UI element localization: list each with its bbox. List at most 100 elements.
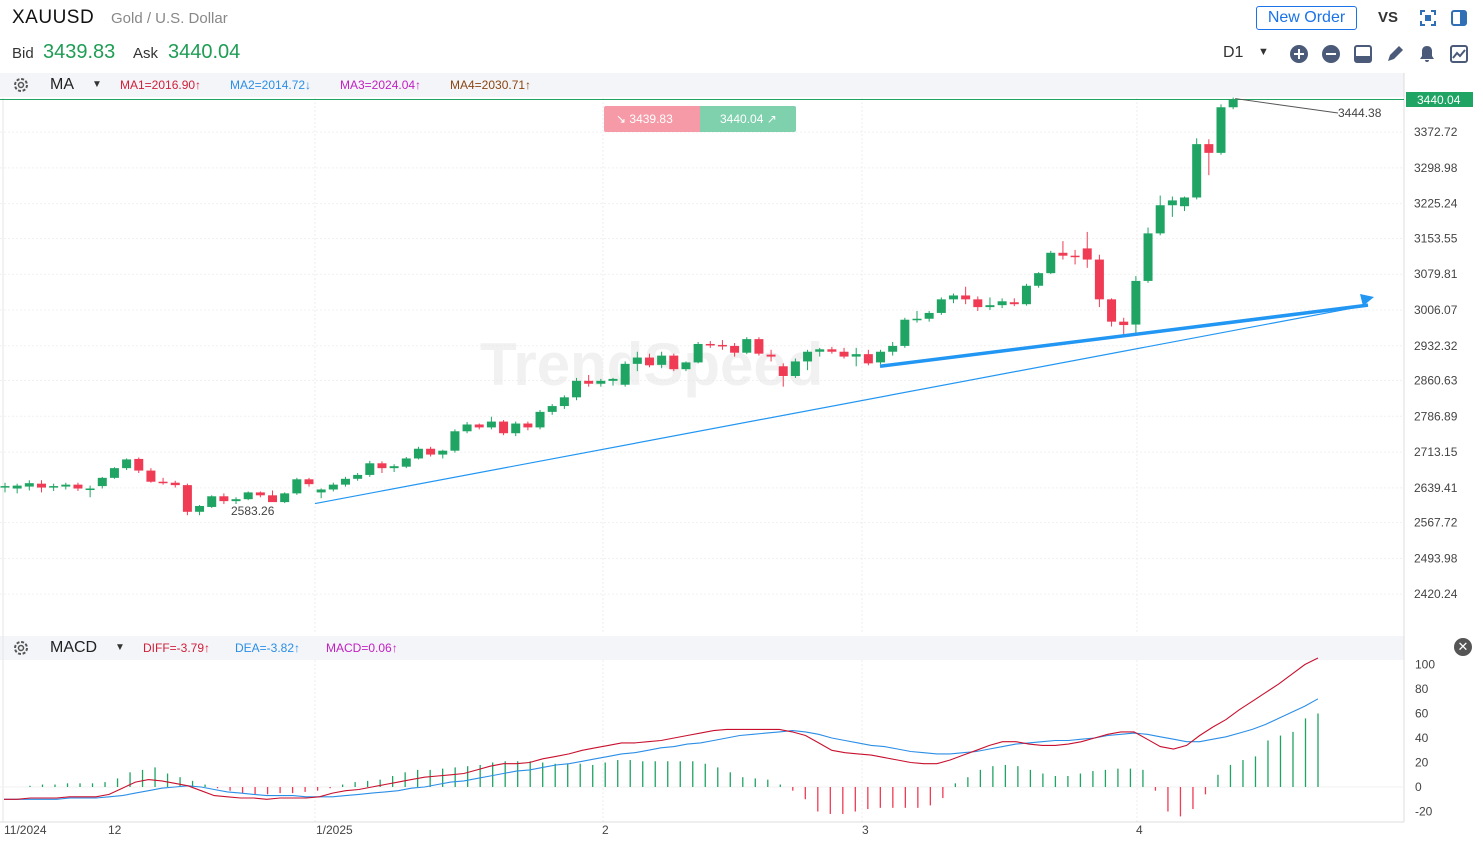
candle [426, 448, 436, 455]
high-price-label: 3444.38 [1338, 106, 1382, 120]
fullscreen-icon[interactable] [1418, 8, 1438, 28]
quick-sell-button[interactable]: ↘ 3439.83 [604, 106, 700, 132]
macd-tick-label: 100 [1415, 658, 1435, 672]
candle [158, 481, 168, 484]
gear-icon[interactable] [12, 76, 30, 99]
candle [1009, 302, 1019, 305]
macd-tick-label: 60 [1415, 707, 1429, 721]
candle [1167, 200, 1177, 206]
chevron-down-icon[interactable]: ▼ [115, 642, 125, 653]
candle [948, 295, 958, 300]
x-tick-label: 4 [1136, 823, 1143, 837]
macd-tick-label: 20 [1415, 756, 1429, 770]
candle [876, 351, 886, 363]
candle [353, 474, 363, 479]
sub-indicator-name[interactable]: MACD [50, 639, 98, 656]
candle [146, 470, 156, 482]
bell-icon[interactable] [1417, 44, 1437, 64]
y-tick-label: 2493.98 [1414, 551, 1458, 565]
period-dropdown-icon[interactable]: ▼ [1258, 46, 1269, 58]
y-tick-label: 3006.07 [1414, 303, 1458, 317]
y-tick-label: 2860.63 [1414, 374, 1458, 388]
ask-value: 3440.04 [168, 41, 241, 63]
candle [572, 380, 582, 398]
current-price-tag-label: 3440.04 [1417, 93, 1461, 107]
x-tick-label: 11/2024 [4, 823, 47, 837]
candle [413, 448, 423, 459]
trendline-arrow-head [1360, 294, 1374, 306]
compare-vs-button[interactable]: VS [1378, 9, 1399, 26]
candle [280, 493, 290, 503]
candle [61, 484, 71, 487]
dea-line [4, 698, 1319, 800]
candle [24, 483, 34, 487]
candle [365, 463, 375, 475]
diff-line [4, 657, 1319, 800]
candle [1131, 280, 1141, 325]
close-icon[interactable]: ✕ [1454, 638, 1472, 656]
candle [268, 495, 278, 503]
candle [754, 339, 764, 354]
candle [620, 363, 630, 385]
candle [693, 343, 703, 363]
zoom-out-icon[interactable] [1321, 44, 1341, 64]
new-order-button[interactable]: New Order [1256, 6, 1357, 30]
candle [1180, 197, 1190, 207]
x-tick-label: 2 [602, 823, 609, 837]
candle [195, 505, 205, 512]
quick-buy-button[interactable]: 3440.04 ↗ [700, 106, 796, 132]
candle [328, 484, 338, 490]
candle [0, 486, 10, 488]
y-tick-label: 3225.24 [1414, 197, 1458, 211]
x-tick-label: 12 [108, 823, 122, 837]
layout-icon[interactable] [1353, 44, 1373, 64]
symbol-name[interactable]: XAUUSD [12, 7, 95, 28]
diff-value: DIFF=-3.79↑ [143, 641, 211, 655]
y-tick-label: 3298.98 [1414, 161, 1458, 175]
candle [742, 339, 752, 353]
symbol-description: Gold / U.S. Dollar [111, 10, 228, 27]
candle [377, 463, 387, 469]
candle [73, 484, 83, 489]
candle [790, 361, 800, 376]
chart-type-icon[interactable] [1449, 44, 1469, 64]
period-selector[interactable]: D1 [1223, 44, 1244, 61]
candle [1070, 255, 1080, 258]
chevron-down-icon[interactable]: ▼ [92, 79, 102, 90]
candle [389, 466, 399, 469]
candle [499, 421, 509, 434]
candle [888, 345, 898, 352]
candle [316, 489, 326, 493]
y-tick-label: 2932.32 [1414, 339, 1458, 353]
layout-panel-icon[interactable] [1449, 8, 1469, 28]
candle [1204, 144, 1214, 153]
candle [401, 458, 411, 467]
candle [450, 431, 460, 451]
candle [219, 496, 229, 502]
header-bar: XAUUSD Gold / U.S. Dollar New Order VS [0, 0, 1483, 36]
main-indicator-name[interactable]: MA [50, 76, 74, 93]
candle [511, 423, 521, 434]
candle [462, 424, 472, 432]
candle [170, 482, 180, 486]
candle [243, 492, 253, 500]
candle [231, 499, 241, 502]
bid-label: Bid [12, 45, 34, 62]
candle [535, 411, 545, 428]
y-tick-label: 2567.72 [1414, 516, 1458, 530]
candle [985, 305, 995, 308]
candle [1216, 107, 1226, 153]
candle [523, 423, 533, 428]
ma2-value: MA2=2014.72↓ [230, 78, 312, 92]
pencil-icon[interactable] [1385, 44, 1405, 64]
candle [644, 357, 654, 366]
candle [304, 479, 314, 485]
gear-icon[interactable] [12, 639, 30, 662]
candle [851, 354, 861, 357]
y-tick-label: 2420.24 [1414, 587, 1458, 601]
candle [1021, 285, 1031, 305]
x-tick-label: 1/2025 [316, 823, 353, 837]
zoom-in-icon[interactable] [1289, 44, 1309, 64]
